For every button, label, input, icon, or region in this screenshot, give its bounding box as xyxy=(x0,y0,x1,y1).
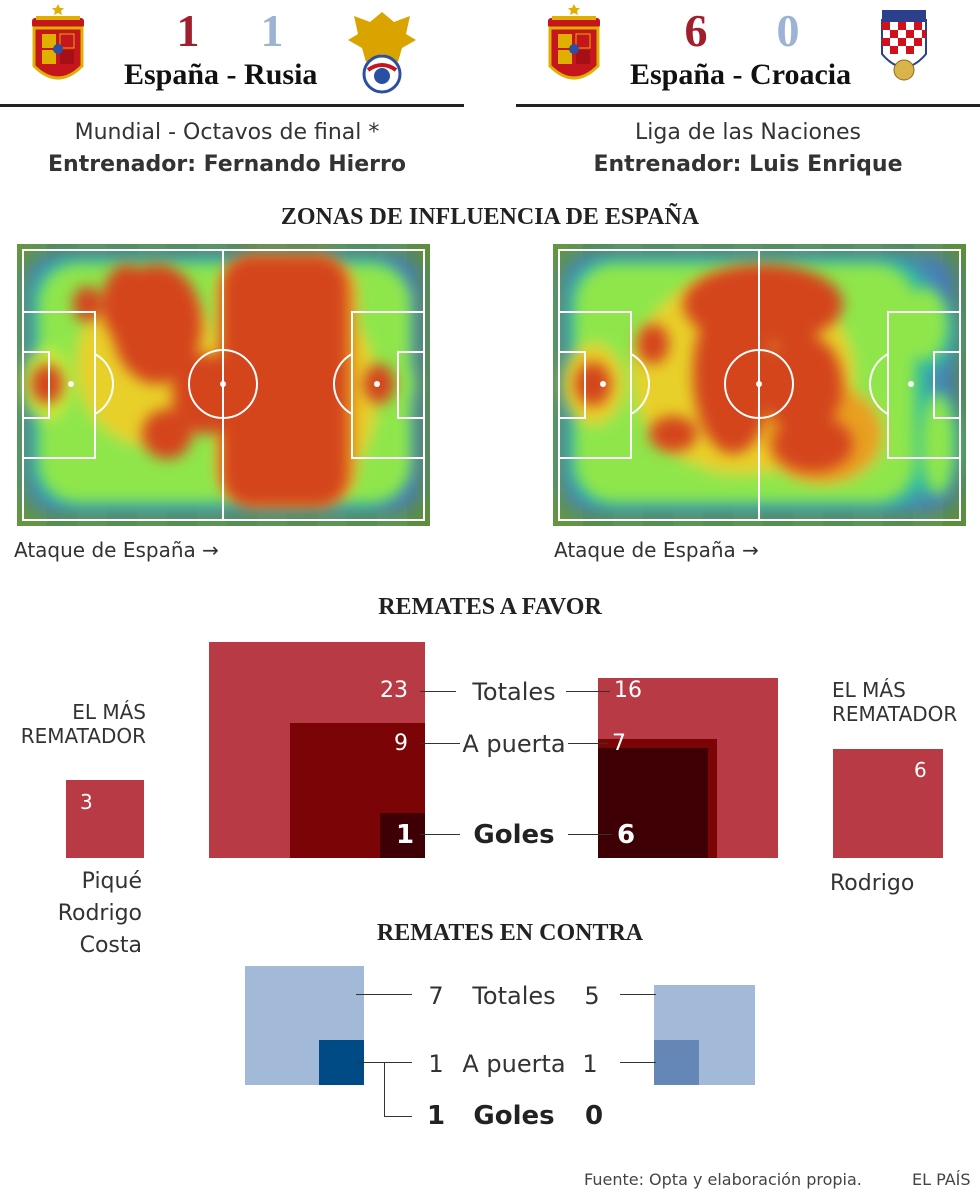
match2-rule xyxy=(516,104,980,107)
heatmap-left-caption: Ataque de España → xyxy=(14,538,219,562)
match1-away-score: 1 xyxy=(260,5,284,56)
favor-label-apuerta: A puerta xyxy=(462,730,566,758)
contra-label-apuerta: A puerta xyxy=(462,1050,566,1078)
favor-right-totales-value: 16 xyxy=(614,678,642,703)
top-shooter-left-title: EL MÁS REMATADOR xyxy=(0,700,146,748)
match1-coach: Entrenador: Fernando Hierro xyxy=(48,152,406,177)
favor-right-goles-square xyxy=(598,748,708,858)
contra-right-goles-value: 0 xyxy=(584,1101,604,1131)
top-shooter-right-square xyxy=(833,749,943,858)
top-shooter-left-title-line1: EL MÁS xyxy=(72,700,146,724)
top-shooter-right-value: 6 xyxy=(914,758,927,782)
top-shooter-left-name: Costa xyxy=(79,933,142,958)
match1-home-score: 1 xyxy=(176,5,200,56)
favor-apuerta-line-left xyxy=(420,743,460,744)
contra-totales-line-right xyxy=(620,994,656,995)
favor-label-goles: Goles xyxy=(473,820,555,850)
contra-left-goles-value: 1 xyxy=(426,1101,446,1131)
favor-title: REMATES A FAVOR xyxy=(378,594,602,620)
croatia-crest-icon xyxy=(876,10,932,86)
contra-title: REMATES EN CONTRA xyxy=(376,920,644,946)
footer-brand: EL PAÍS xyxy=(912,1170,971,1189)
match2-home-score: 6 xyxy=(684,5,708,56)
contra-left-totales-value: 7 xyxy=(428,982,444,1010)
contra-right-apuerta-value: 1 xyxy=(582,1050,598,1078)
favor-apuerta-line-right xyxy=(568,743,608,744)
contra-right-totales-value: 5 xyxy=(584,982,600,1010)
contra-goles-line xyxy=(384,1116,412,1117)
favor-left-goles-value: 1 xyxy=(396,820,415,850)
favor-label-totales: Totales xyxy=(472,678,556,706)
match2-competition: Liga de las Naciones xyxy=(635,120,861,145)
top-shooter-right-title-line1: EL MÁS xyxy=(832,678,906,702)
heatmap-right-caption: Ataque de España → xyxy=(554,538,759,562)
top-shooter-right-title-line2: REMATADOR xyxy=(832,702,958,726)
match1-title: España - Rusia xyxy=(124,58,318,91)
favor-goles-line-left xyxy=(420,834,460,835)
favor-totales-line-right xyxy=(566,691,610,692)
top-shooter-right-title: EL MÁS REMATADOR xyxy=(832,678,980,726)
favor-goles-line-right xyxy=(568,834,612,835)
contra-label-totales: Totales xyxy=(472,982,556,1010)
heatmap-left xyxy=(17,244,430,526)
contra-label-goles: Goles xyxy=(473,1101,555,1131)
top-shooter-right-name: Rodrigo xyxy=(830,871,915,896)
contra-apuerta-line-right xyxy=(620,1062,656,1063)
top-shooter-left-name: Rodrigo xyxy=(57,901,142,926)
match2-coach: Entrenador: Luis Enrique xyxy=(593,152,903,177)
match1-competition: Mundial - Octavos de final * xyxy=(74,120,380,145)
match2-away-score: 0 xyxy=(776,5,800,56)
favor-right-goles-value: 6 xyxy=(617,820,636,850)
russia-crest-icon xyxy=(344,4,420,94)
heatmap-title: ZONAS DE INFLUENCIA DE ESPAÑA xyxy=(280,204,700,230)
top-shooter-left-title-line2: REMATADOR xyxy=(20,724,146,748)
top-shooter-left-name: Piqué xyxy=(81,869,142,894)
contra-right-apuerta-square xyxy=(654,1040,699,1085)
top-shooter-left-names: Piqué Rodrigo Costa xyxy=(0,866,142,962)
favor-left-apuerta-value: 9 xyxy=(394,731,408,756)
spain-crest-icon xyxy=(22,4,94,92)
favor-left-goles-square xyxy=(380,813,425,858)
spain-crest-icon xyxy=(538,4,610,92)
favor-left-totales-value: 23 xyxy=(380,678,408,703)
footer-source: Fuente: Opta y elaboración propia. xyxy=(584,1170,862,1189)
match2-title: España - Croacia xyxy=(630,58,852,91)
top-shooter-left-value: 3 xyxy=(80,790,93,814)
match1-rule xyxy=(0,104,464,107)
contra-goles-vline xyxy=(384,1062,385,1116)
contra-totales-line-left xyxy=(356,994,412,995)
favor-totales-line-left xyxy=(420,691,456,692)
heatmap-right xyxy=(553,244,966,526)
contra-left-apuerta-value: 1 xyxy=(428,1050,444,1078)
favor-right-apuerta-value: 7 xyxy=(612,731,626,756)
top-shooter-left-square xyxy=(66,780,144,858)
